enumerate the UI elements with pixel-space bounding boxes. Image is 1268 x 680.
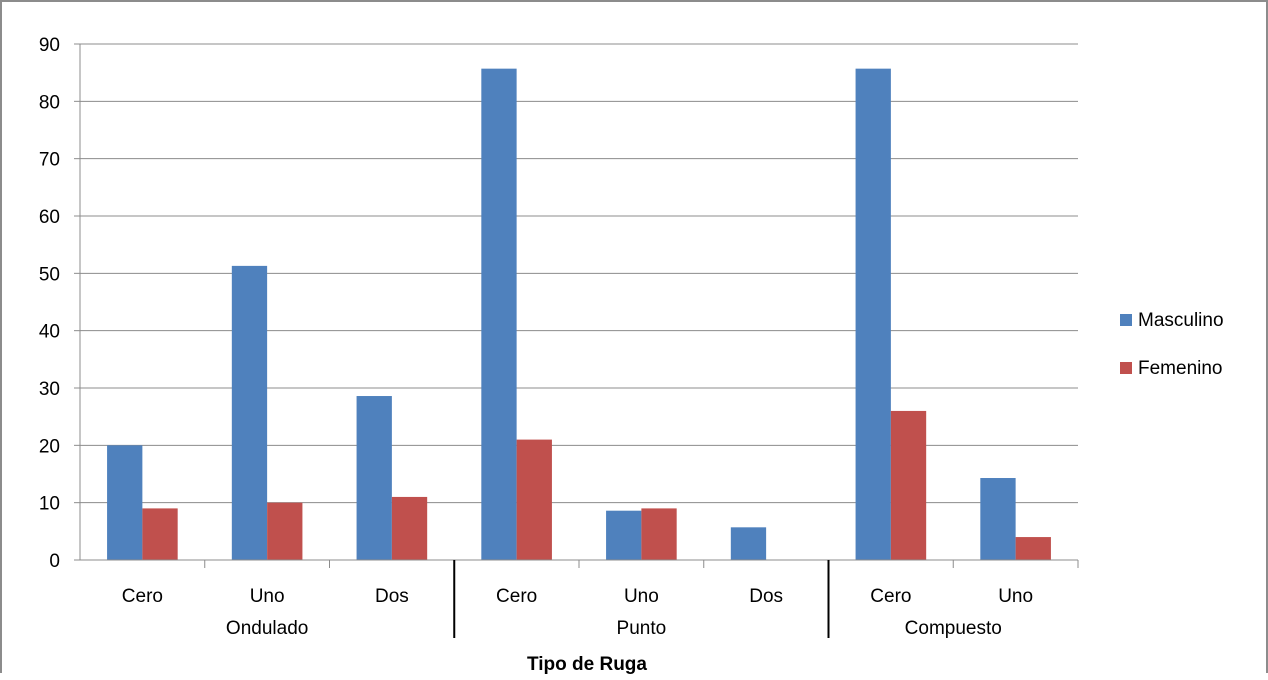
y-tick-label: 0 [49, 551, 60, 572]
y-tick-label: 80 [39, 92, 60, 113]
bar-femenino [142, 508, 178, 560]
bar-femenino [391, 496, 428, 560]
x-category-label: Cero [496, 586, 537, 607]
x-category-label: Uno [624, 586, 659, 607]
gridlines [80, 43, 1078, 504]
bars [107, 68, 1051, 561]
legend-swatch-masculino [1120, 314, 1132, 326]
x-group-label: Compuesto [905, 618, 1002, 639]
bar-femenino [267, 502, 303, 560]
legend-label-masculino: Masculino [1138, 310, 1224, 331]
bar-masculino [107, 445, 143, 560]
x-group-label: Punto [617, 618, 667, 639]
bar-masculino [356, 396, 392, 560]
y-tick-label: 30 [39, 379, 60, 400]
axes [74, 43, 1079, 638]
bar-femenino [890, 410, 927, 560]
y-tick-label: 60 [39, 207, 60, 228]
bar-masculino [730, 527, 767, 560]
x-category-label: Uno [998, 586, 1033, 607]
x-axis-title: Tipo de Ruga [527, 654, 647, 675]
bar-femenino [1015, 537, 1051, 560]
bar-masculino [481, 68, 517, 561]
x-category-label: Cero [870, 586, 911, 607]
y-tick-label: 50 [39, 264, 60, 285]
y-tick-label: 70 [39, 150, 60, 171]
bar-masculino [231, 265, 268, 560]
axis-labels: 0 10 20 30 40 50 60 70 80 90 Cero Uno Dos Cero Uno Dos C… [39, 35, 1033, 639]
bar-masculino [855, 68, 891, 561]
y-tick-label: 90 [39, 35, 60, 56]
legend: Masculino Femenino [1120, 310, 1224, 379]
legend-label-femenino: Femenino [1138, 358, 1223, 379]
y-tick-label: 10 [39, 494, 60, 515]
bar-femenino [516, 439, 552, 560]
x-category-label: Cero [122, 586, 163, 607]
bar-masculino [606, 510, 642, 560]
x-category-label: Dos [749, 586, 783, 607]
x-category-label: Dos [375, 586, 409, 607]
y-tick-label: 40 [39, 322, 60, 343]
legend-swatch-femenino [1120, 362, 1132, 374]
bar-femenino [641, 508, 677, 560]
x-category-label: Uno [250, 586, 285, 607]
y-tick-label: 20 [39, 436, 60, 457]
x-group-label: Ondulado [226, 618, 308, 639]
bar-masculino [980, 478, 1016, 560]
